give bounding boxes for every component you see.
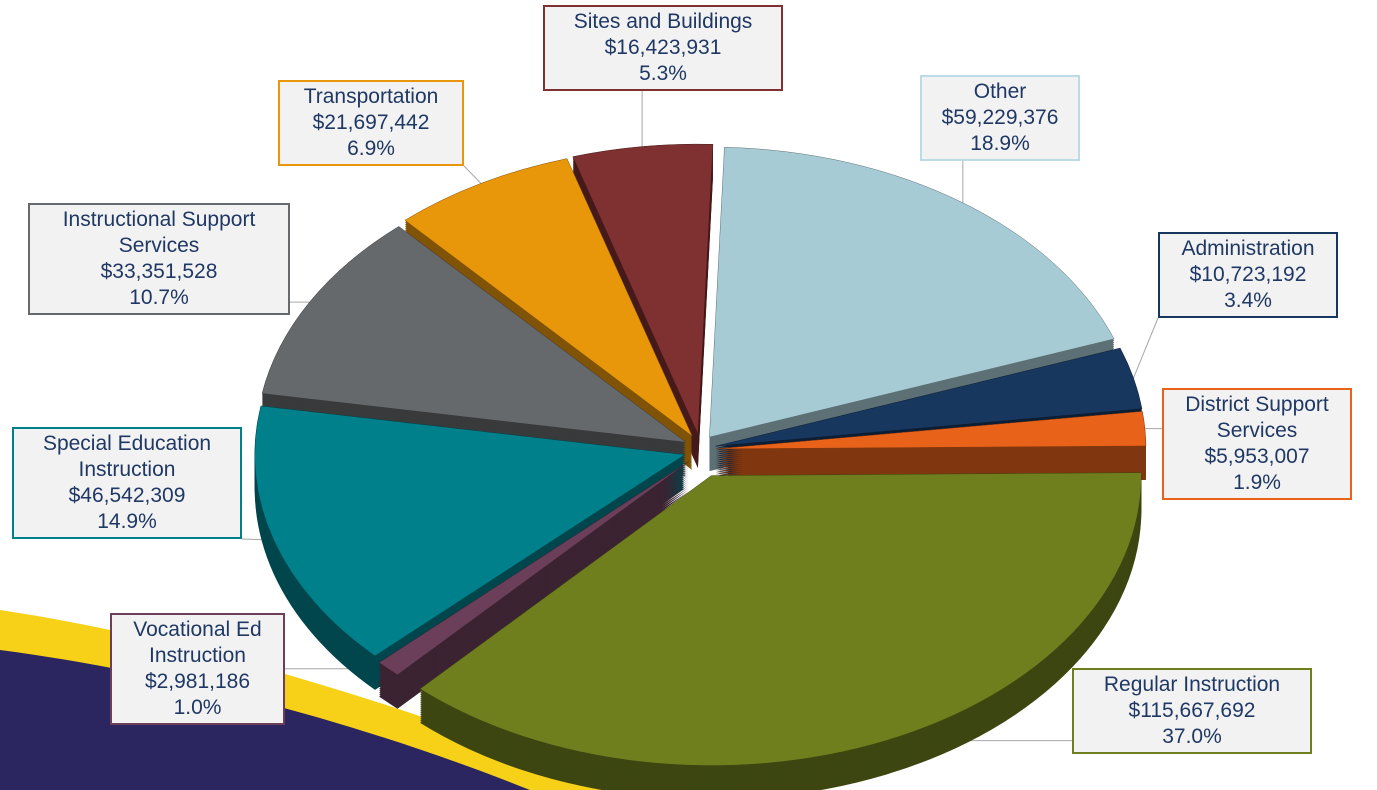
slice	[378, 461, 689, 676]
slice	[709, 146, 1115, 438]
label-percent: 6.9%	[347, 137, 395, 160]
label-value: $16,423,931	[604, 36, 722, 59]
slice	[404, 158, 693, 437]
label-value: $33,351,528	[100, 260, 218, 283]
label-percent: 5.3%	[639, 62, 687, 85]
leader-line	[1133, 317, 1159, 379]
label-name: Instructional Support Services	[62, 208, 256, 257]
slice	[572, 143, 714, 435]
label-name: Special Education Instruction	[42, 432, 212, 481]
leader-line	[463, 165, 482, 184]
data-label: District Support Services $5,953,007 1.9%	[1162, 388, 1352, 500]
data-label: Administration $10,723,192 3.4%	[1158, 232, 1338, 318]
label-percent: 37.0%	[1162, 725, 1222, 748]
label-percent: 1.9%	[1233, 471, 1281, 494]
label-value: $59,229,376	[941, 106, 1059, 129]
slice	[254, 405, 686, 657]
data-label: Other $59,229,376 18.9%	[920, 75, 1080, 161]
label-percent: 3.4%	[1224, 289, 1272, 312]
label-percent: 10.7%	[129, 286, 189, 309]
label-name: Other	[973, 80, 1027, 103]
data-label: Sites and Buildings $16,423,931 5.3%	[543, 5, 783, 91]
slice	[715, 411, 1147, 450]
slice	[419, 472, 1142, 766]
label-percent: 1.0%	[173, 696, 222, 719]
label-percent: 14.9%	[97, 510, 157, 533]
slice	[715, 347, 1143, 447]
label-name: Regular Instruction	[1103, 673, 1281, 696]
label-name: Vocational Ed Instruction	[133, 618, 262, 667]
data-label: Transportation $21,697,442 6.9%	[278, 80, 464, 166]
data-label: Regular Instruction $115,667,692 37.0%	[1072, 668, 1312, 754]
label-value: $5,953,007	[1204, 445, 1310, 468]
label-name: Transportation	[303, 85, 439, 108]
label-value: $2,981,186	[144, 670, 251, 693]
data-label: Special Education Instruction $46,542,309…	[12, 427, 242, 539]
slice	[261, 226, 687, 443]
label-name: District Support Services	[1185, 393, 1329, 442]
label-percent: 18.9%	[970, 132, 1030, 155]
label-name: Sites and Buildings	[573, 10, 753, 33]
data-label: Vocational Ed Instruction $2,981,186 1.0%	[110, 613, 285, 725]
data-label: Instructional Support Services $33,351,52…	[28, 203, 290, 315]
label-value: $10,723,192	[1189, 263, 1307, 286]
label-value: $46,542,309	[68, 484, 186, 507]
label-value: $21,697,442	[312, 111, 430, 134]
label-name: Administration	[1181, 237, 1315, 260]
label-value: $115,667,692	[1128, 699, 1256, 722]
